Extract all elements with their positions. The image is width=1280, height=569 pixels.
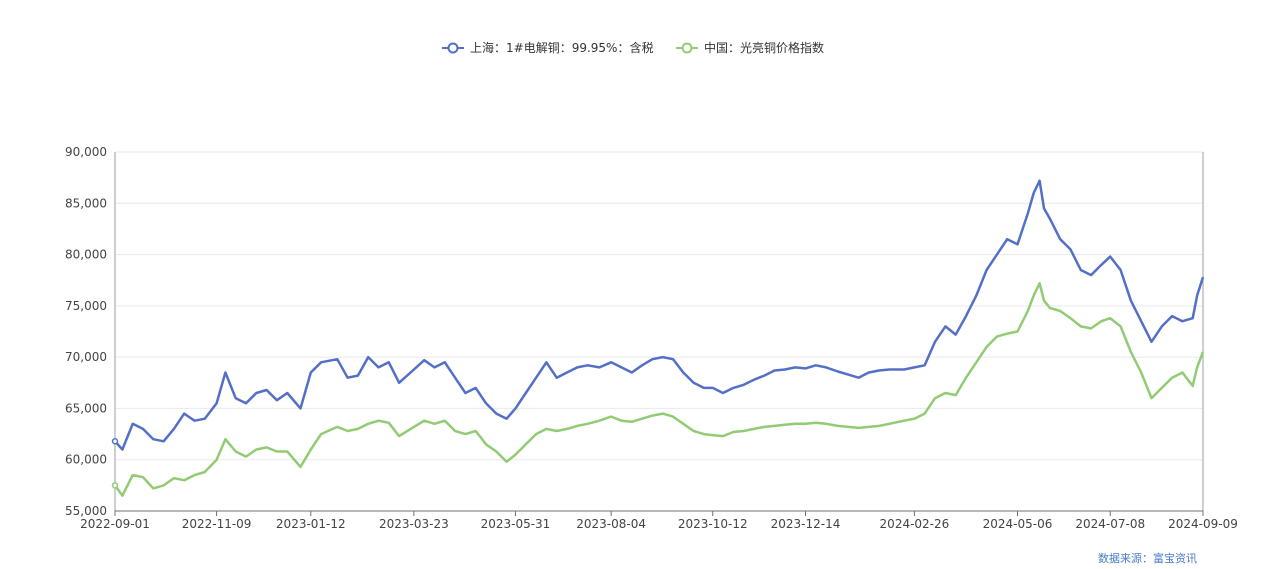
grid-lines (115, 151, 1203, 461)
series-lines (111, 179, 1205, 497)
source-label: 数据来源：富宝资讯 (1098, 551, 1197, 565)
series-start-point-china (111, 482, 119, 489)
x-tick-label: 2023-12-14 (771, 517, 841, 531)
legend-marker-china (681, 42, 693, 54)
series-line-shanghai (114, 179, 1205, 451)
legend-item-shanghai[interactable]: 上海：1#电解铜：99.95%：含税 (442, 40, 653, 55)
y-tick-label: 80,000 (65, 248, 107, 262)
legend-marker-shanghai (447, 42, 459, 54)
y-tick-label: 70,000 (65, 350, 107, 364)
y-tick-label: 90,000 (65, 145, 107, 159)
x-tick-label: 2022-09-01 (80, 517, 150, 531)
x-tick-label: 2023-03-23 (379, 517, 449, 531)
series-start-point-shanghai (111, 438, 119, 445)
x-tick-label: 2024-07-08 (1075, 517, 1145, 531)
x-tick-label: 2023-10-12 (678, 517, 748, 531)
y-tick-label: 55,000 (65, 504, 107, 518)
y-tick-label: 60,000 (65, 453, 107, 467)
x-tick-label: 2023-01-12 (276, 517, 346, 531)
series-line-china (113, 282, 1205, 497)
axes (114, 152, 1204, 512)
x-tick-label: 2024-09-09 (1168, 517, 1238, 531)
y-tick-label: 85,000 (65, 196, 107, 210)
legend-item-china[interactable]: 中国：光亮铜价格指数 (676, 40, 824, 55)
x-tick-label: 2024-05-06 (983, 517, 1053, 531)
x-tick-label: 2024-02-26 (880, 517, 950, 531)
x-axis-ticks: 2022-09-01 2022-11-09 2023-01-12 2023-03-23… (80, 511, 1238, 531)
y-tick-label: 75,000 (65, 299, 107, 313)
y-tick-label: 65,000 (65, 401, 107, 415)
x-tick-label: 2022-11-09 (182, 517, 252, 531)
x-tick-label: 2023-05-31 (481, 517, 551, 531)
legend-label-china: 中国：光亮铜价格指数 (704, 40, 824, 55)
y-axis-ticks: 90,000 85,000 80,000 75,000 70,000 65,000 60,0… (65, 145, 107, 518)
legend-label-shanghai: 上海：1#电解铜：99.95%：含税 (470, 40, 653, 55)
x-tick-label: 2023-08-04 (576, 517, 646, 531)
legend: 上海：1#电解铜：99.95%：含税 中国：光亮铜价格指数 (442, 40, 824, 55)
